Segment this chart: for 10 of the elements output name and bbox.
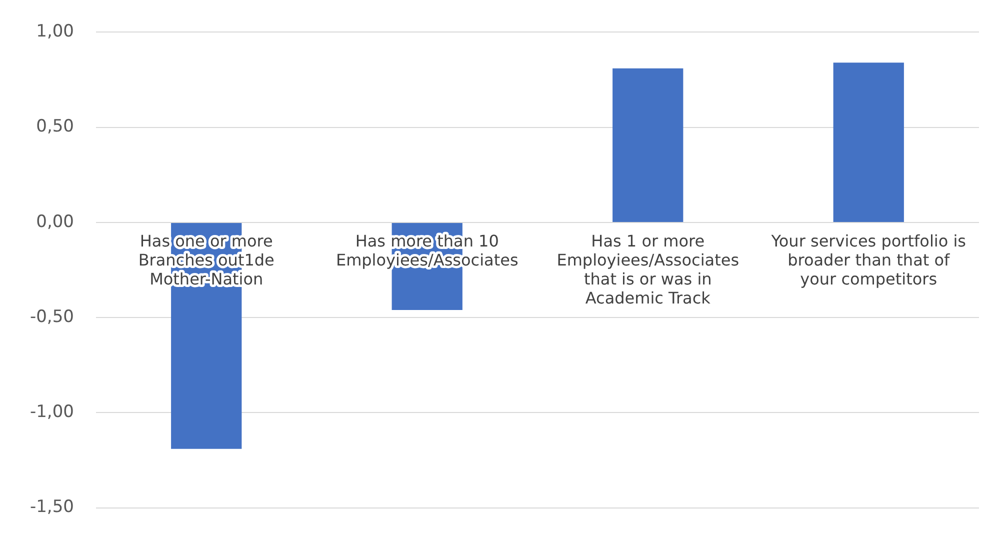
y-tick-label: 0,00 [36, 212, 74, 232]
y-tick-label: -0,50 [30, 306, 74, 327]
y-tick-label: 1,00 [36, 22, 74, 42]
y-tick-label: -1,50 [30, 497, 74, 518]
x-tick-label: Your services portfolio is broader than that of your competitors [770, 232, 966, 289]
x-tick-label: Has 1 or more Employiees/Associates that is or was in Academic Track [556, 232, 740, 308]
y-tick-label: 0,50 [36, 116, 74, 137]
bar [833, 62, 904, 222]
bar [612, 68, 684, 222]
y-tick-label: -1,00 [30, 402, 74, 422]
